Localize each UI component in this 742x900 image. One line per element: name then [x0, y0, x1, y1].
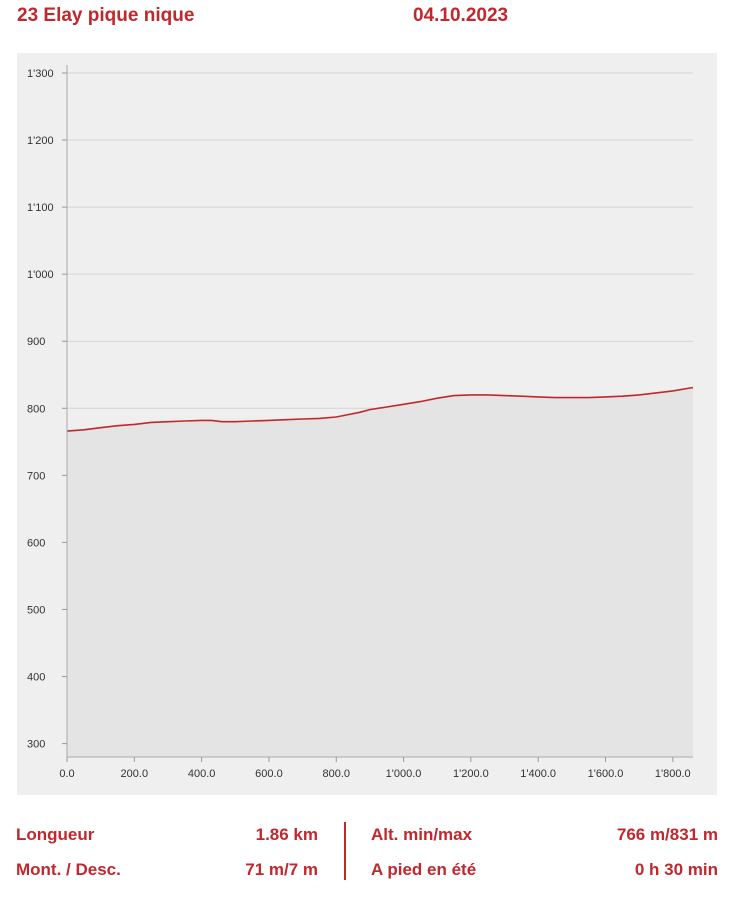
walking-time-value: 0 h 30 min	[634, 860, 718, 879]
x-tick-label: 200.0	[121, 768, 149, 780]
x-tick-label: 800.0	[322, 768, 350, 780]
x-tick-label: 600.0	[255, 768, 283, 780]
y-tick-label: 400	[27, 672, 45, 684]
walking-time-label: A pied en été	[371, 860, 477, 879]
x-tick-label: 0.0	[59, 768, 74, 780]
y-tick-label: 800	[27, 403, 45, 415]
y-tick-label: 500	[27, 604, 45, 616]
y-tick-label: 1'200	[27, 135, 54, 147]
elevation-profile-chart: 300 400 500 600 700 800 900 1'000 1'100 1'200 1'30…	[17, 53, 717, 795]
y-tick-label: 700	[27, 470, 45, 482]
y-tick-label: 900	[27, 336, 45, 348]
ascent-descent-label: Mont. / Desc.	[16, 860, 121, 879]
elevation-area	[67, 387, 693, 757]
altitude-minmax-label: Alt. min/max	[371, 825, 473, 844]
ascent-descent-value: 71 m/7 m	[245, 860, 318, 879]
y-tick-label: 600	[27, 537, 45, 549]
y-tick-label: 1'000	[27, 269, 54, 281]
route-date: 04.10.2023	[413, 5, 509, 26]
altitude-minmax-value: 766 m/831 m	[616, 825, 718, 844]
x-tick-label: 1'200.0	[453, 768, 489, 780]
route-stats: Longueur 1.86 km Mont. / Desc. 71 m/7 m …	[0, 815, 742, 895]
x-tick-label: 1'000.0	[386, 768, 422, 780]
elevation-chart-svg: 300 400 500 600 700 800 900 1'000 1'100 1'200 1'30…	[27, 65, 694, 780]
x-tick-label: 1'800.0	[655, 768, 691, 780]
x-tick-label: 1'400.0	[520, 768, 556, 780]
y-tick-label: 300	[27, 739, 45, 751]
x-tick-label: 400.0	[188, 768, 216, 780]
x-tick-label: 1'600.0	[588, 768, 624, 780]
length-label: Longueur	[16, 825, 95, 844]
header: 23 Elay pique nique 04.10.2023	[0, 0, 742, 40]
length-value: 1.86 km	[255, 825, 318, 844]
y-tick-label: 1'100	[27, 202, 54, 214]
stats-divider	[344, 822, 346, 880]
y-tick-label: 1'300	[27, 68, 54, 80]
route-name: 23 Elay pique nique	[17, 5, 195, 26]
elevation-line	[66, 386, 694, 432]
